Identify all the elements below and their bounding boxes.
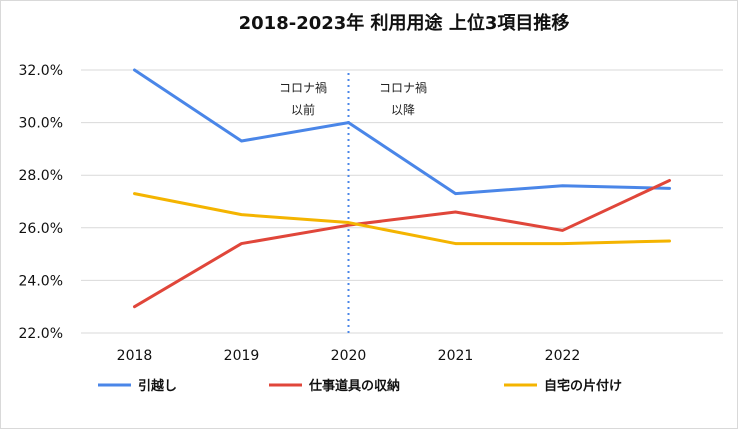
x-tick-label: 2020 bbox=[331, 348, 367, 364]
annotation-after-line2: 以降 bbox=[391, 103, 415, 117]
x-axis: 2018 2019 2020 2021 2022 bbox=[117, 348, 581, 364]
x-tick-label: 2018 bbox=[117, 348, 153, 364]
series-lines bbox=[133, 68, 671, 309]
x-tick-label: 2021 bbox=[438, 348, 474, 364]
legend-label: 自宅の片付け bbox=[544, 378, 622, 394]
y-tick-label: 28.0% bbox=[19, 168, 63, 184]
legend: 引越し 仕事道具の収納 自宅の片付け bbox=[98, 378, 622, 394]
y-tick-label: 22.0% bbox=[19, 326, 63, 342]
y-tick-label: 30.0% bbox=[19, 116, 63, 132]
annotation-before-line2: 以前 bbox=[291, 102, 315, 117]
grid bbox=[81, 69, 723, 334]
legend-label: 仕事道具の収納 bbox=[308, 378, 400, 394]
annotation-after-line1: コロナ禍 bbox=[379, 80, 427, 95]
annotation-before-line1: コロナ禍 bbox=[279, 80, 327, 95]
y-tick-label: 32.0% bbox=[19, 63, 63, 79]
y-tick-label: 24.0% bbox=[19, 273, 63, 289]
x-tick-label: 2022 bbox=[545, 348, 581, 364]
series-line bbox=[133, 68, 671, 196]
series-line bbox=[133, 192, 671, 246]
y-axis: 22.0% 24.0% 26.0% 28.0% 30.0% 32.0% bbox=[19, 63, 63, 342]
chart-title: 2018-2023年 利用用途 上位3項目推移 bbox=[239, 12, 570, 34]
x-tick-label: 2019 bbox=[224, 348, 260, 364]
series-line bbox=[133, 178, 671, 309]
y-tick-label: 26.0% bbox=[19, 221, 63, 237]
legend-label: 引越し bbox=[138, 378, 177, 394]
